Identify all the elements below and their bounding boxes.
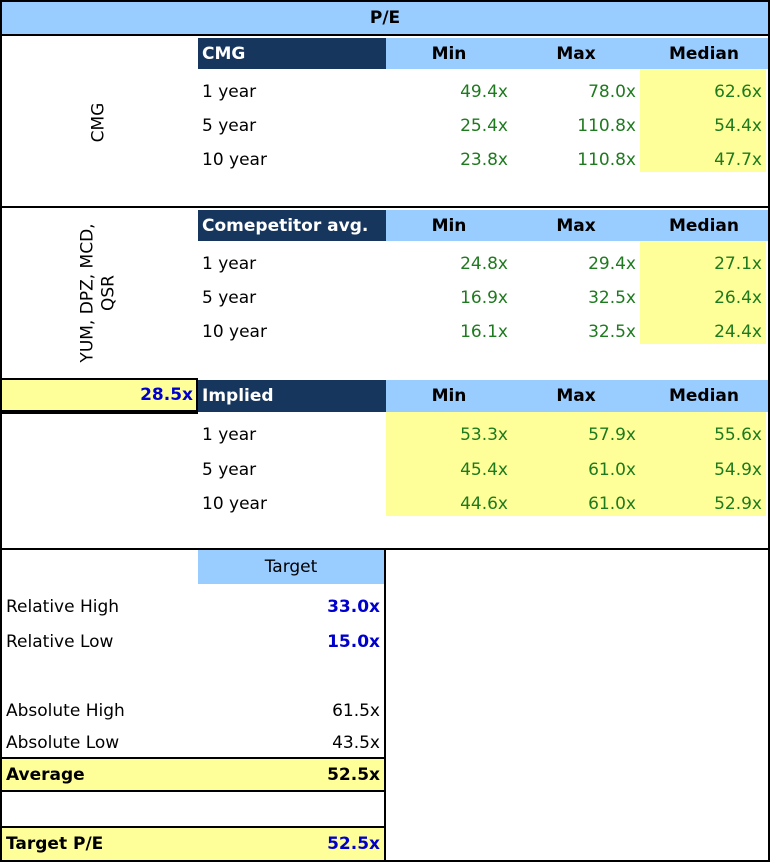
cmg-header: CMG xyxy=(198,38,386,69)
row-label: 5 year xyxy=(202,460,257,480)
row-label: 10 year xyxy=(202,494,267,514)
implied-section xyxy=(0,378,770,550)
relative-high-value[interactable]: 33.0x xyxy=(327,597,380,617)
cell-median: 62.6x xyxy=(714,82,762,102)
median-highlight xyxy=(640,241,766,344)
competitor-side-label: YUM, DPZ, MCD, QSR xyxy=(77,223,119,363)
col-min-header: Min xyxy=(386,210,512,241)
cell-max: 57.9x xyxy=(588,425,636,445)
cell-median: 54.9x xyxy=(714,460,762,480)
cell-max: 32.5x xyxy=(588,288,636,308)
col-median-header: Median xyxy=(640,210,768,241)
row-label: 1 year xyxy=(202,82,257,102)
target-divider xyxy=(384,548,386,862)
col-min-header: Min xyxy=(386,380,512,412)
target-pe-value[interactable]: 52.5x xyxy=(327,834,380,854)
cell-median: 26.4x xyxy=(714,288,762,308)
absolute-high-label: Absolute High xyxy=(6,701,125,721)
cell-min: 53.3x xyxy=(460,425,508,445)
relative-low-value[interactable]: 15.0x xyxy=(327,632,380,652)
title-bar: P/E xyxy=(0,0,770,36)
cell-max: 110.8x xyxy=(577,150,636,170)
row-label: 10 year xyxy=(202,150,267,170)
cell-median: 47.7x xyxy=(714,150,762,170)
cell-max: 61.0x xyxy=(588,494,636,514)
cell-min: 49.4x xyxy=(460,82,508,102)
cell-min: 24.8x xyxy=(460,254,508,274)
competitor-header: Comepetitor avg. xyxy=(198,210,386,241)
col-max-header: Max xyxy=(512,210,640,241)
absolute-high-value: 61.5x xyxy=(332,701,380,721)
implied-input-cell[interactable]: 28.5x xyxy=(0,378,198,412)
cell-max: 110.8x xyxy=(577,116,636,136)
cell-median: 55.6x xyxy=(714,425,762,445)
cmg-side-label: CMG xyxy=(88,102,109,142)
col-max-header: Max xyxy=(512,38,640,69)
relative-high-label: Relative High xyxy=(6,597,120,617)
cell-max: 29.4x xyxy=(588,254,636,274)
competitor-section xyxy=(0,206,770,380)
cell-max: 61.0x xyxy=(588,460,636,480)
row-label: 10 year xyxy=(202,322,267,342)
cmg-section xyxy=(0,36,770,208)
implied-input-value: 28.5x xyxy=(140,385,193,405)
divider xyxy=(0,412,198,414)
absolute-low-label: Absolute Low xyxy=(6,733,120,753)
row-label: 1 year xyxy=(202,254,257,274)
col-median-header: Median xyxy=(640,38,768,69)
col-median-header: Median xyxy=(640,380,768,412)
average-row xyxy=(0,757,386,792)
target-pe-row xyxy=(0,826,386,862)
row-label: 1 year xyxy=(202,425,257,445)
median-highlight xyxy=(640,69,766,172)
cell-max: 78.0x xyxy=(588,82,636,102)
cell-min: 16.1x xyxy=(460,322,508,342)
cell-median: 52.9x xyxy=(714,494,762,514)
target-pe-label: Target P/E xyxy=(6,834,104,854)
relative-low-label: Relative Low xyxy=(6,632,114,652)
cell-median: 27.1x xyxy=(714,254,762,274)
page-title: P/E xyxy=(369,8,401,28)
implied-highlight xyxy=(386,412,766,516)
cell-min: 25.4x xyxy=(460,116,508,136)
average-value: 52.5x xyxy=(327,764,380,785)
col-min-header: Min xyxy=(386,38,512,69)
row-label: 5 year xyxy=(202,288,257,308)
cell-median: 54.4x xyxy=(714,116,762,136)
cell-min: 23.8x xyxy=(460,150,508,170)
cell-min: 45.4x xyxy=(460,460,508,480)
absolute-low-value: 43.5x xyxy=(332,733,380,753)
implied-header: Implied xyxy=(198,380,386,412)
cell-min: 16.9x xyxy=(460,288,508,308)
cell-min: 44.6x xyxy=(460,494,508,514)
col-max-header: Max xyxy=(512,380,640,412)
cell-median: 24.4x xyxy=(714,322,762,342)
average-label: Average xyxy=(6,764,85,785)
target-header: Target xyxy=(198,550,384,584)
cell-max: 32.5x xyxy=(588,322,636,342)
row-label: 5 year xyxy=(202,116,257,136)
